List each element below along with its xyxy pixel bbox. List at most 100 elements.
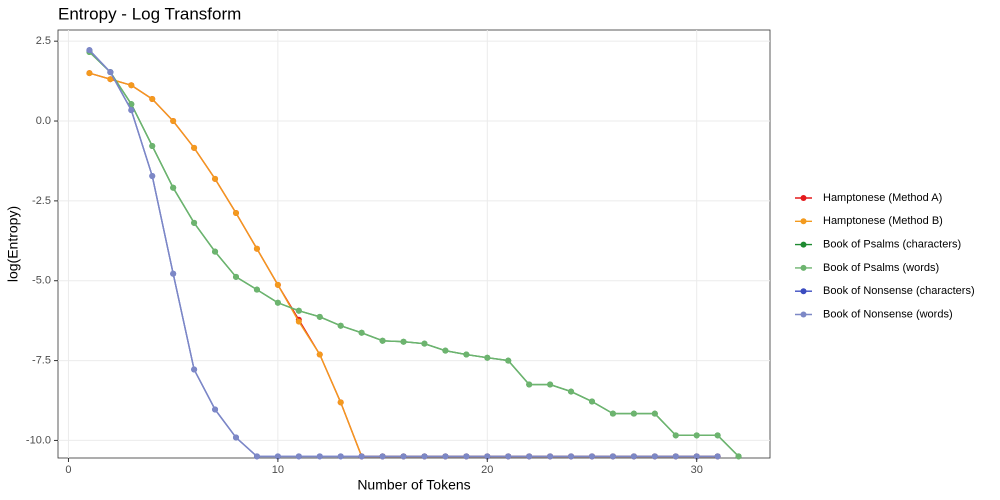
data-point xyxy=(212,248,219,255)
data-point xyxy=(191,366,198,373)
data-point xyxy=(547,453,554,460)
data-point xyxy=(274,281,281,288)
data-point xyxy=(274,453,281,460)
data-point xyxy=(86,47,93,54)
plot-panel xyxy=(57,29,771,459)
data-point xyxy=(589,453,595,460)
data-point xyxy=(316,313,323,320)
data-point xyxy=(295,318,302,325)
legend-point xyxy=(800,218,807,225)
data-point xyxy=(693,432,700,439)
data-point xyxy=(253,286,260,293)
data-point xyxy=(442,347,449,354)
x-axis-label: Number of Tokens xyxy=(357,477,470,493)
y-tick-label: -7.5 xyxy=(32,354,51,366)
legend-label: Book of Nonsense (words) xyxy=(823,308,953,320)
series-line xyxy=(88,51,740,457)
y-tick-label: -5.0 xyxy=(32,275,51,287)
data-point xyxy=(589,398,595,405)
y-axis-label: log(Entropy) xyxy=(5,206,21,282)
data-point xyxy=(651,410,658,417)
x-tick-label: 30 xyxy=(691,464,703,476)
data-point xyxy=(630,453,637,460)
series-layer xyxy=(86,47,742,460)
data-point xyxy=(526,381,533,388)
data-point xyxy=(547,381,554,388)
y-tick-label: -2.5 xyxy=(32,195,51,207)
data-point xyxy=(233,434,239,441)
legend-label: Hamptonese (Method B) xyxy=(823,215,943,227)
data-point xyxy=(400,338,407,345)
data-point xyxy=(170,270,177,277)
data-point xyxy=(526,453,533,460)
data-point xyxy=(170,184,177,191)
data-point xyxy=(714,432,721,439)
data-point xyxy=(568,453,575,460)
data-point xyxy=(316,453,323,460)
legend-label: Book of Psalms (characters) xyxy=(823,239,961,251)
data-point xyxy=(463,351,470,358)
y-tick-label: 0.0 xyxy=(36,115,51,127)
data-point xyxy=(107,69,114,76)
chart-title: Entropy - Log Transform xyxy=(58,4,241,23)
data-point xyxy=(379,337,386,344)
data-point xyxy=(86,70,93,77)
data-point xyxy=(400,453,407,460)
x-tick-label: 10 xyxy=(272,464,284,476)
legend-label: Book of Psalms (words) xyxy=(823,262,939,274)
x-tick-label: 0 xyxy=(65,464,71,476)
data-point xyxy=(191,219,198,226)
data-point xyxy=(505,453,512,460)
legend-point xyxy=(800,195,807,201)
data-point xyxy=(358,329,365,336)
data-point xyxy=(233,210,239,217)
data-point xyxy=(337,453,344,460)
data-point xyxy=(651,453,658,460)
data-point xyxy=(505,357,512,364)
data-point xyxy=(672,432,679,439)
data-point xyxy=(379,453,386,460)
data-point xyxy=(337,322,344,329)
data-point xyxy=(295,307,302,314)
data-point xyxy=(149,95,156,102)
data-point xyxy=(337,399,344,406)
legend-point xyxy=(800,311,807,318)
legend-point xyxy=(800,288,807,295)
legend-point xyxy=(800,264,807,271)
data-point xyxy=(714,453,721,460)
data-point xyxy=(149,172,156,179)
legend-point xyxy=(800,241,807,248)
data-point xyxy=(107,76,114,83)
data-point xyxy=(484,354,491,361)
data-point xyxy=(128,101,135,108)
data-point xyxy=(672,453,679,460)
data-point xyxy=(149,142,156,149)
data-point xyxy=(274,299,281,306)
data-point xyxy=(463,453,470,460)
data-point xyxy=(212,406,219,413)
data-point xyxy=(568,388,575,395)
data-point xyxy=(484,453,491,460)
data-point xyxy=(253,245,260,252)
data-point xyxy=(128,107,135,114)
x-tick-label: 20 xyxy=(481,464,493,476)
data-point xyxy=(170,118,177,125)
data-point xyxy=(191,144,198,151)
data-point xyxy=(253,453,260,460)
data-point xyxy=(630,410,637,417)
data-point xyxy=(421,340,428,347)
data-point xyxy=(212,175,219,182)
data-point xyxy=(735,453,742,460)
legend-label: Hamptonese (Method A) xyxy=(823,192,942,204)
data-point xyxy=(358,453,365,460)
data-point xyxy=(233,273,239,280)
y-tick-label: 2.5 xyxy=(36,35,51,47)
data-point xyxy=(295,453,302,460)
data-point xyxy=(442,453,449,460)
data-point xyxy=(609,453,616,460)
data-point xyxy=(693,453,700,460)
grid xyxy=(58,30,770,458)
legend-label: Book of Nonsense (characters) xyxy=(823,285,975,297)
data-point xyxy=(421,453,428,460)
